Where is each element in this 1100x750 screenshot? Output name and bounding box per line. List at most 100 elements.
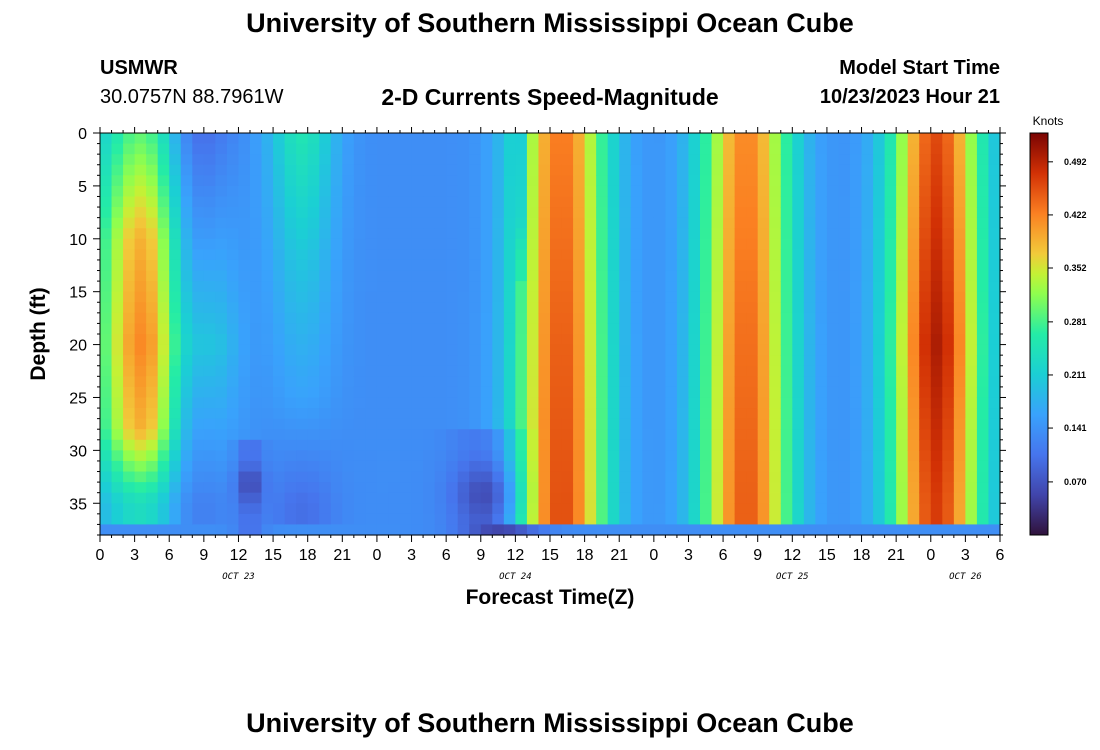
heatmap-cell <box>642 408 655 420</box>
y-tick-label: 0 <box>78 126 87 143</box>
heatmap-cell <box>596 513 609 526</box>
heatmap-cell <box>296 185 309 198</box>
heatmap-cell <box>353 143 366 155</box>
heatmap-cell <box>388 270 401 282</box>
heatmap-cell <box>630 492 643 504</box>
chart-subtitle: 2-D Currents Speed-Magnitude <box>381 84 719 110</box>
x-tick-label: 15 <box>264 547 282 564</box>
heatmap-cell <box>584 344 597 356</box>
heatmap-cell <box>861 302 874 314</box>
heatmap-cell <box>134 492 147 504</box>
heatmap-cell <box>215 513 228 526</box>
heatmap-cell <box>780 460 793 473</box>
heatmap-cell <box>884 302 897 314</box>
heatmap-cell <box>792 418 805 430</box>
heatmap-cell <box>815 439 828 451</box>
heatmap-cell <box>561 482 574 494</box>
heatmap-cell <box>757 408 770 420</box>
heatmap-cell <box>423 355 436 367</box>
heatmap-cell <box>769 291 782 303</box>
heatmap-cell <box>850 270 863 282</box>
heatmap-cell <box>238 439 251 451</box>
heatmap-cell <box>503 334 516 346</box>
heatmap-cell <box>376 185 390 198</box>
heatmap-cell <box>492 450 505 462</box>
heatmap-cell <box>676 259 690 272</box>
heatmap-cell <box>676 175 690 187</box>
heatmap-cell <box>203 185 216 198</box>
heatmap-cell <box>826 503 840 515</box>
heatmap-cell <box>100 196 113 208</box>
heatmap-cell <box>630 503 643 515</box>
heatmap-cell <box>573 418 586 430</box>
heatmap-cell <box>815 133 828 145</box>
heatmap-cell <box>873 207 886 219</box>
heatmap-cell <box>400 482 413 494</box>
heatmap-cell <box>942 492 955 504</box>
heatmap-cell <box>861 259 874 272</box>
heatmap-cell <box>134 439 147 451</box>
heatmap-cell <box>146 471 159 483</box>
heatmap-cell <box>423 344 436 356</box>
heatmap-cell <box>792 133 805 145</box>
heatmap-cell <box>619 524 632 536</box>
heatmap-cell <box>700 249 713 261</box>
heatmap-cell <box>307 524 320 536</box>
heatmap-cell <box>411 408 424 420</box>
heatmap-cell <box>480 386 493 399</box>
heatmap-cell <box>942 386 955 399</box>
heatmap-cell <box>526 291 540 303</box>
heatmap-cell <box>711 185 724 198</box>
heatmap-cell <box>203 154 216 166</box>
heatmap-cell <box>169 133 182 145</box>
heatmap-cell <box>619 196 632 208</box>
heatmap-cell <box>988 513 1001 526</box>
heatmap-cell <box>169 238 182 250</box>
heatmap-cell <box>411 376 424 388</box>
heatmap-cell <box>250 503 263 515</box>
heatmap-cell <box>815 355 828 367</box>
heatmap-cell <box>434 460 447 473</box>
heatmap-cell <box>573 154 586 166</box>
heatmap-cell <box>261 217 274 229</box>
heatmap-cell <box>757 471 770 483</box>
heatmap-cell <box>411 418 424 430</box>
heatmap-cell <box>619 471 632 483</box>
heatmap-cell <box>342 386 355 399</box>
heatmap-cell <box>169 291 182 303</box>
heatmap-cell <box>538 482 551 494</box>
heatmap-cell <box>561 524 574 536</box>
heatmap-cell <box>711 196 724 208</box>
heatmap-cell <box>757 513 770 526</box>
heatmap-cell <box>400 471 413 483</box>
heatmap-cell <box>273 323 286 335</box>
heatmap-cell <box>792 450 805 462</box>
heatmap-cell <box>769 355 782 367</box>
heatmap-cell <box>123 154 136 166</box>
heatmap-cell <box>711 418 724 430</box>
heatmap-cell <box>526 482 540 494</box>
heatmap-cell <box>803 281 816 293</box>
heatmap-cell <box>261 164 274 176</box>
heatmap-cell <box>919 270 932 282</box>
heatmap-cell <box>307 439 320 451</box>
heatmap-cell <box>711 397 724 409</box>
heatmap-cell <box>492 196 505 208</box>
heatmap-cell <box>261 281 274 293</box>
heatmap-cell <box>873 175 886 187</box>
heatmap-cell <box>134 429 147 441</box>
heatmap-cell <box>688 164 701 176</box>
heatmap-cell <box>123 143 136 155</box>
heatmap-cell <box>976 482 990 494</box>
heatmap-cell <box>769 133 782 145</box>
heatmap-cell <box>942 408 955 420</box>
heatmap-cell <box>873 513 886 526</box>
heatmap-cell <box>319 164 332 176</box>
heatmap-cell <box>711 471 724 483</box>
heatmap-cell <box>400 418 413 430</box>
heatmap-cell <box>988 291 1001 303</box>
heatmap-cell <box>330 524 343 536</box>
heatmap-cell <box>826 312 840 325</box>
heatmap-cell <box>261 439 274 451</box>
heatmap-cell <box>169 207 182 219</box>
